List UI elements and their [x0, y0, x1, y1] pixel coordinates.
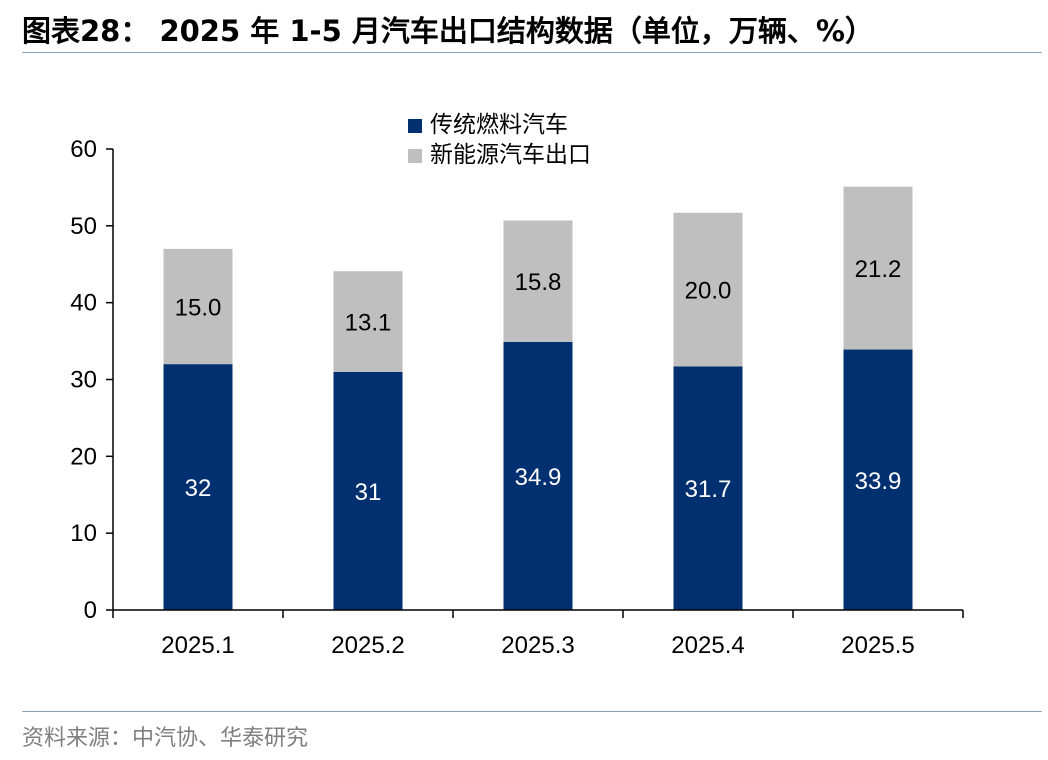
bar-fuel-4: [673, 366, 743, 610]
data-label-fuel-4: 31.7: [685, 476, 732, 503]
title-divider: [22, 52, 1042, 53]
x-tick-label-3: 2025.3: [501, 632, 574, 659]
bar-nev-4: [673, 212, 743, 367]
data-label-nev-3: 15.8: [515, 269, 562, 296]
y-tick-label-60: 60: [70, 136, 97, 163]
legend-label-fuel: 传统燃料汽车: [430, 112, 568, 138]
data-label-fuel-5: 33.9: [855, 468, 902, 495]
bar-nev-1: [163, 248, 233, 365]
y-tick-label-30: 30: [70, 367, 97, 394]
data-label-nev-4: 20.0: [685, 278, 732, 305]
y-tick-label-0: 0: [84, 597, 97, 624]
footer-divider: [22, 711, 1042, 712]
bars-layer: [163, 186, 913, 610]
y-tick-label-10: 10: [70, 520, 97, 547]
bar-fuel-1: [163, 364, 233, 610]
x-tick-label-1: 2025.1: [161, 632, 234, 659]
x-tick-label-5: 2025.5: [841, 632, 914, 659]
bar-nev-2: [333, 271, 403, 372]
legend-swatch-nev: [408, 149, 422, 163]
data-label-fuel-1: 32: [185, 475, 212, 502]
x-tick-label-2: 2025.2: [331, 632, 404, 659]
y-tick-label-20: 20: [70, 443, 97, 470]
data-label-nev-2: 13.1: [345, 309, 392, 336]
bar-nev-5: [843, 186, 913, 350]
axes-layer: 0 10 20 30 40 50 60 2025.1 2025.2 2025.3 2025.4 202…: [70, 136, 964, 659]
stacked-bar-chart: 32 15.0 31 13.1 34.9 15.8 31.7 20.0 33.9 21.2 0 10…: [70, 112, 964, 659]
data-label-fuel-3: 34.9: [515, 464, 562, 491]
source-note: 资料来源：中汽协、华泰研究: [22, 726, 309, 751]
data-label-nev-5: 21.2: [855, 256, 902, 283]
data-labels-layer: 32 15.0 31 13.1 34.9 15.8 31.7 20.0 33.9 21.2: [175, 256, 902, 506]
bar-fuel-2: [333, 371, 403, 610]
bar-fuel-3: [503, 341, 573, 610]
y-tick-label-50: 50: [70, 213, 97, 240]
legend-swatch-fuel: [408, 119, 422, 133]
bar-fuel-5: [843, 349, 913, 610]
data-label-fuel-2: 31: [355, 479, 382, 506]
y-tick-label-40: 40: [70, 290, 97, 317]
legend-label-nev: 新能源汽车出口: [430, 142, 591, 168]
data-label-nev-1: 15.0: [175, 295, 222, 322]
bar-nev-3: [503, 220, 573, 342]
x-tick-label-4: 2025.4: [671, 632, 744, 659]
figure-title: 图表28： 2025 年 1-5 月汽车出口结构数据（单位，万辆、%）: [22, 14, 874, 48]
